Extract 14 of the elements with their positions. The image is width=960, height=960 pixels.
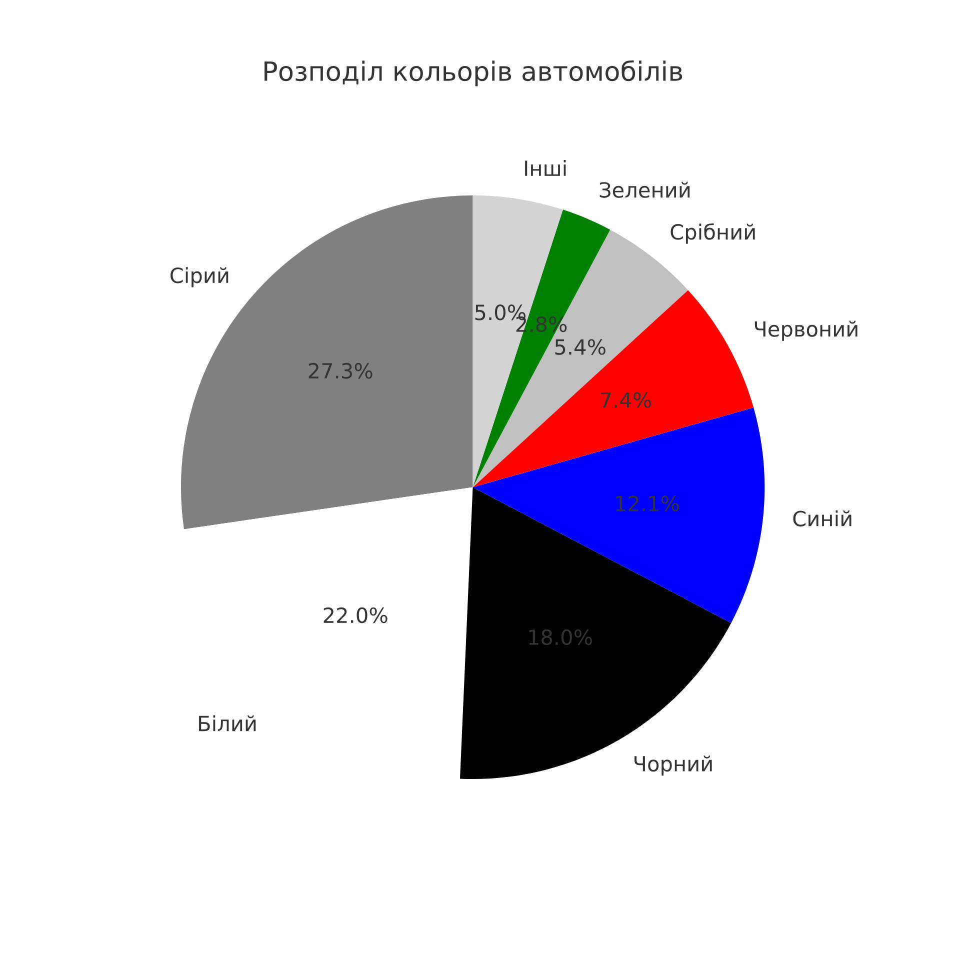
slice-label: Інші <box>525 160 566 176</box>
data-label: 5.4% <box>555 339 606 355</box>
data-label: 7.4% <box>600 392 652 408</box>
slice-label: Чорний <box>634 756 712 776</box>
data-label: 22.0% <box>324 607 388 624</box>
slice-label: Сірий <box>170 267 228 288</box>
slice-label: Синій <box>793 510 852 526</box>
data-label: 27.3% <box>308 362 372 379</box>
data-label: 12.1% <box>616 496 679 512</box>
slice-label: Білий <box>199 715 256 732</box>
slice-label: Срібний <box>670 223 755 244</box>
slice-label: Червоний <box>754 320 858 341</box>
chart-title: Розподіл кольорів автомобілів <box>264 60 682 86</box>
slice-label: Зелений <box>600 182 690 198</box>
